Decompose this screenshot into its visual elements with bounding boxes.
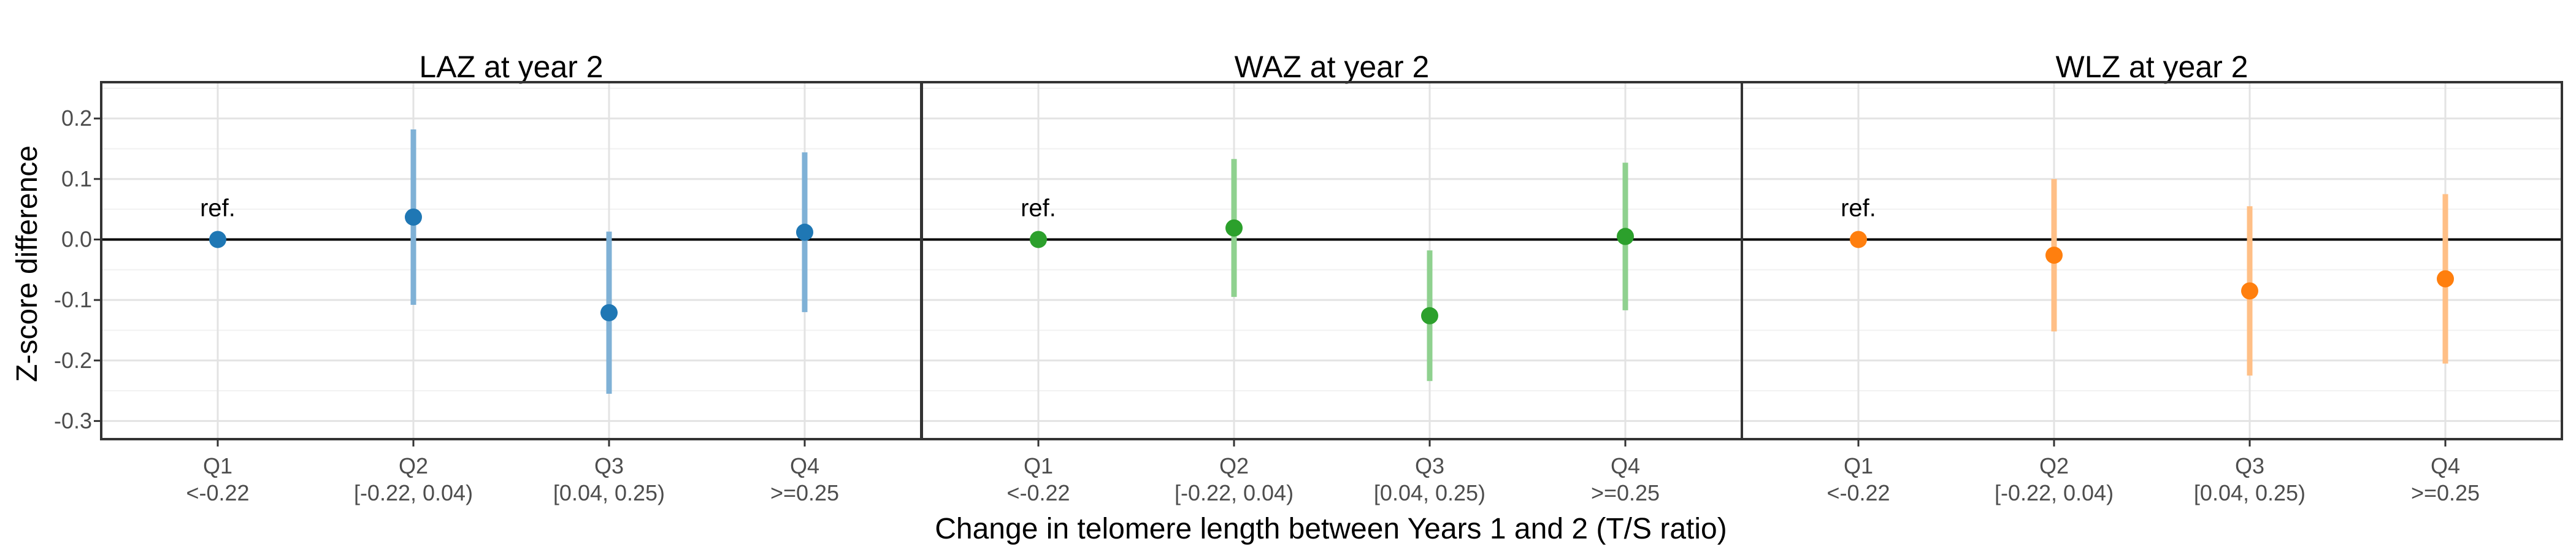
y-tick-label: 0.0 xyxy=(61,226,92,251)
y-axis-title: Z-score difference xyxy=(11,145,44,382)
data-point xyxy=(796,223,813,241)
x-tick-label-quartile: Q4 xyxy=(2431,453,2460,478)
y-tick-label: 0.1 xyxy=(61,166,92,191)
data-point xyxy=(1225,219,1243,237)
x-tick-label-range: [-0.22, 0.04) xyxy=(1995,480,2114,505)
y-tick-label: -0.3 xyxy=(54,408,92,433)
x-tick-label-range: <-0.22 xyxy=(1006,480,1070,505)
x-tick-label-quartile: Q4 xyxy=(790,453,819,478)
x-axis-title: Change in telomere length between Years … xyxy=(935,513,1727,545)
facet-panel-3: WLZ at year 2 ref. Q1<-0.22 Q2[-0.22, 0.04)… xyxy=(1741,50,2563,505)
y-tick-label: -0.2 xyxy=(54,348,92,373)
data-point xyxy=(1617,228,1634,245)
x-tick-label-range: <-0.22 xyxy=(186,480,249,505)
ref-label: ref. xyxy=(1021,194,1056,221)
data-point xyxy=(1421,307,1438,324)
data-point xyxy=(209,231,226,248)
x-tick-label-range: >=0.25 xyxy=(770,480,839,505)
data-point xyxy=(2437,270,2454,288)
x-tick-label-range: <-0.22 xyxy=(1827,480,1890,505)
ref-label: ref. xyxy=(200,194,236,221)
panel-border xyxy=(1741,81,2563,440)
x-tick-label-range: [0.04, 0.25) xyxy=(2194,480,2306,505)
data-point xyxy=(600,304,618,321)
x-tick-label-range: >=0.25 xyxy=(1591,480,1660,505)
x-tick-label-range: >=0.25 xyxy=(2411,480,2480,505)
x-tick-label-range: [-0.22, 0.04) xyxy=(354,480,473,505)
axis-layer: 0.2 0.1 0.0 -0.1 -0.2 -0.3 xyxy=(54,105,101,433)
x-tick-label-quartile: Q2 xyxy=(399,453,428,478)
facet-panel-2: WAZ at year 2 ref. Q1<-0.22 Q2[-0.22, 0.04)… xyxy=(921,50,1743,505)
x-tick-label-quartile: Q3 xyxy=(2235,453,2264,478)
x-tick-label-quartile: Q4 xyxy=(1611,453,1640,478)
x-tick-label-quartile: Q3 xyxy=(1415,453,1444,478)
x-tick-label-quartile: Q1 xyxy=(1844,453,1873,478)
x-tick-label-range: [-0.22, 0.04) xyxy=(1175,480,1294,505)
x-tick-label-quartile: Q2 xyxy=(1219,453,1249,478)
panel-title: WLZ at year 2 xyxy=(2056,50,2248,84)
ref-label: ref. xyxy=(1841,194,1876,221)
y-tick-label: 0.2 xyxy=(61,105,92,131)
data-point xyxy=(2241,282,2258,300)
data-point xyxy=(1850,231,1867,248)
x-tick-label-range: [0.04, 0.25) xyxy=(1374,480,1485,505)
y-tick-label: -0.1 xyxy=(54,287,92,312)
x-tick-label-quartile: Q1 xyxy=(203,453,232,478)
panel-title: LAZ at year 2 xyxy=(419,50,603,84)
panel-title: WAZ at year 2 xyxy=(1235,50,1430,84)
data-point xyxy=(1030,231,1047,248)
panel-border xyxy=(100,81,922,440)
x-tick-label-range: [0.04, 0.25) xyxy=(553,480,665,505)
x-tick-label-quartile: Q3 xyxy=(594,453,624,478)
facet-panel-1: LAZ at year 2 ref. Q1<-0.22 Q2[-0.22, 0.04)… xyxy=(100,50,922,505)
data-point xyxy=(405,208,422,226)
panel-border xyxy=(921,81,1743,440)
data-point xyxy=(2045,247,2063,264)
x-tick-label-quartile: Q1 xyxy=(1024,453,1053,478)
x-tick-label-quartile: Q2 xyxy=(2039,453,2069,478)
